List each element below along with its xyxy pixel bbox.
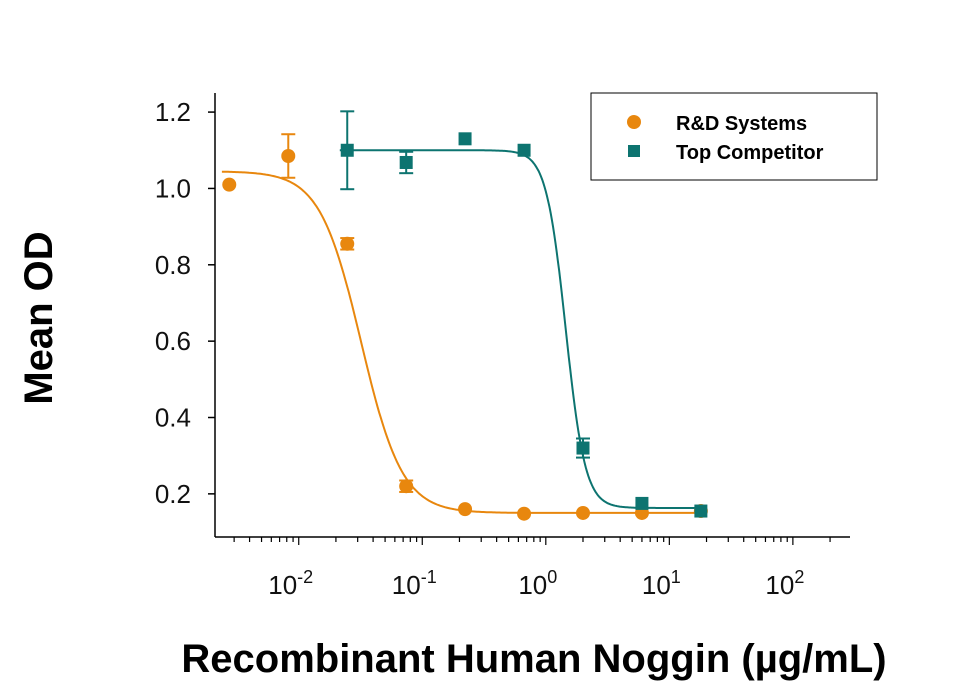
data-point: [694, 504, 708, 518]
y-tick-label: 0.2: [155, 479, 191, 509]
x-tick-label: 101: [642, 567, 681, 600]
x-tick-label: 102: [765, 567, 804, 600]
x-tick-label: 10-2: [268, 567, 313, 600]
data-point: [222, 177, 237, 192]
y-tick-label: 0.6: [155, 326, 191, 356]
data-point: [517, 143, 531, 157]
y-tick-label: 0.8: [155, 250, 191, 280]
x-tick-label: 100: [518, 567, 557, 600]
legend: R&D Systems Top Competitor: [590, 92, 878, 181]
data-point: [517, 506, 532, 521]
data-point: [399, 155, 413, 169]
y-tick-label: 0.4: [155, 403, 191, 433]
data-point: [340, 143, 354, 157]
legend-box: [590, 92, 878, 181]
data-point: [458, 132, 472, 146]
legend-marker-rd: [627, 115, 641, 129]
data-point: [635, 496, 649, 510]
data-point: [458, 502, 473, 517]
x-tick-label: 10-1: [392, 567, 437, 600]
legend-label-rd: R&D Systems: [676, 113, 807, 135]
data-point: [576, 441, 590, 455]
x-axis-label: Recombinant Human Noggin (µg/mL): [181, 637, 886, 681]
fit-curves: [221, 149, 704, 514]
fit-curve-0: [221, 170, 704, 514]
data-points: [222, 110, 708, 521]
y-tick-label: 1.0: [155, 173, 191, 203]
data-point: [575, 505, 590, 520]
axes: 0.2 0.4 0.6 0.8 1.0 1.2 10-2 10-1 100 101 102: [155, 93, 850, 600]
y-axis-label: Mean OD: [17, 231, 61, 404]
data-point: [399, 479, 414, 494]
y-tick-label: 1.2: [155, 97, 191, 127]
data-point: [340, 236, 355, 251]
data-point: [281, 148, 296, 163]
legend-marker-competitor: [628, 145, 640, 157]
legend-label-competitor: Top Competitor: [676, 142, 824, 164]
